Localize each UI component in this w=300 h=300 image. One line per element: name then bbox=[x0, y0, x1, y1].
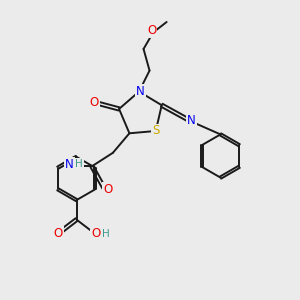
Text: H: H bbox=[75, 159, 83, 169]
Text: N: N bbox=[136, 85, 145, 98]
Text: S: S bbox=[152, 124, 159, 137]
Text: H: H bbox=[102, 229, 110, 239]
Text: O: O bbox=[147, 25, 156, 38]
Text: N: N bbox=[65, 158, 74, 171]
Text: O: O bbox=[103, 183, 112, 196]
Text: N: N bbox=[187, 114, 196, 127]
Text: O: O bbox=[90, 96, 99, 110]
Text: O: O bbox=[54, 227, 63, 240]
Text: O: O bbox=[92, 227, 100, 240]
